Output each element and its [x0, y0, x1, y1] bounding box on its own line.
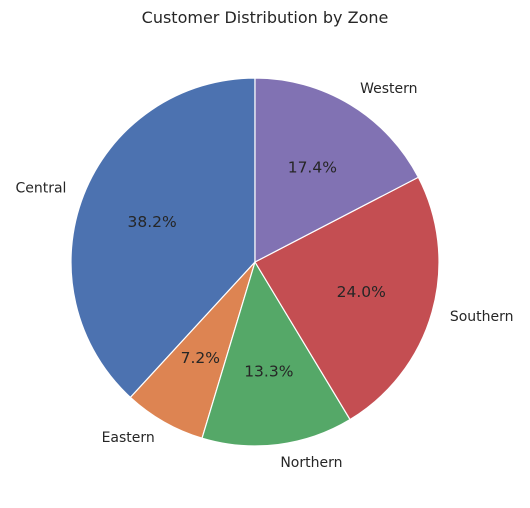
pie-label-northern: Northern	[280, 455, 342, 471]
pie-label-western: Western	[360, 81, 417, 97]
pie-percent-eastern: 7.2%	[181, 349, 220, 367]
pie-percent-central: 38.2%	[128, 213, 177, 231]
pie-slice-western	[254, 77, 419, 263]
pie-slice-northern	[201, 261, 351, 447]
pie-category-labels: Central Eastern Northern Southern Western	[15, 81, 513, 471]
pie-percent-northern: 13.3%	[244, 363, 293, 381]
pie-slice-southern	[254, 176, 440, 421]
chart-title: Customer Distribution by Zone	[141, 8, 389, 27]
pie-slice-central	[70, 77, 256, 399]
pie-label-eastern: Eastern	[102, 430, 155, 446]
pie-percent-southern: 24.0%	[337, 283, 386, 301]
pie-percent-western: 17.4%	[288, 159, 337, 177]
pie-label-southern: Southern	[450, 309, 514, 325]
pie-label-central: Central	[15, 180, 66, 196]
pie-wedges	[70, 77, 440, 447]
pie-percent-labels: 38.2% 7.2% 13.3% 24.0% 17.4%	[128, 159, 386, 381]
